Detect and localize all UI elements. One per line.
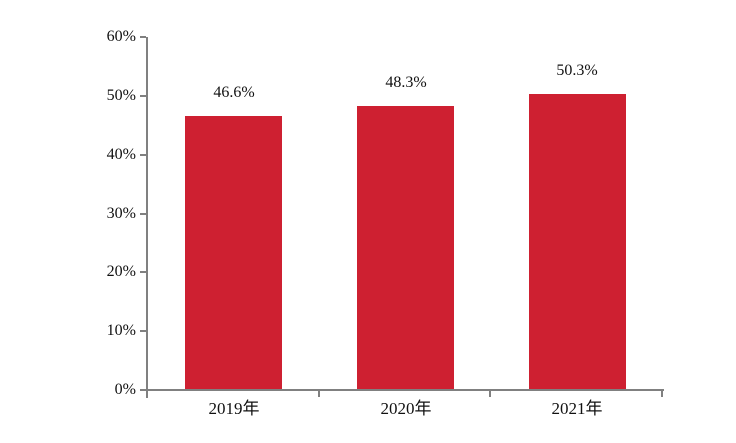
y-axis-line	[146, 37, 148, 398]
y-axis-tick-label: 0%	[114, 381, 136, 398]
y-axis-tick-label: 30%	[106, 204, 136, 222]
y-axis-tick	[140, 36, 146, 38]
y-axis-tick	[140, 94, 146, 97]
x-axis-line	[146, 389, 664, 391]
y-axis-tick	[140, 271, 146, 274]
y-axis-tick	[140, 389, 146, 391]
x-axis-category-label: 2019年	[208, 399, 260, 418]
y-axis-tick-label: 40%	[106, 145, 136, 163]
y-axis-tick-label: 20%	[106, 263, 136, 281]
bar-value-label: 46.6%	[213, 84, 255, 101]
y-axis-tick-label: 10%	[106, 322, 136, 340]
x-axis-tick	[317, 391, 320, 397]
x-axis-tick	[489, 391, 492, 397]
y-axis-tick-label: 60%	[106, 28, 136, 45]
bar-2	[357, 106, 454, 389]
x-axis-category-label: 2020年	[380, 399, 432, 418]
bar-value-label: 48.3%	[385, 74, 427, 91]
x-axis-category-label: 2021年	[551, 399, 603, 418]
x-axis-tick	[661, 391, 663, 397]
bar-value-label: 50.3%	[556, 62, 598, 79]
y-axis-tick	[140, 153, 146, 156]
bar-1	[185, 116, 282, 389]
bar-3	[529, 94, 626, 389]
y-axis-tick	[140, 212, 146, 215]
y-axis-tick-label: 50%	[106, 86, 136, 104]
y-axis-tick	[140, 330, 146, 333]
